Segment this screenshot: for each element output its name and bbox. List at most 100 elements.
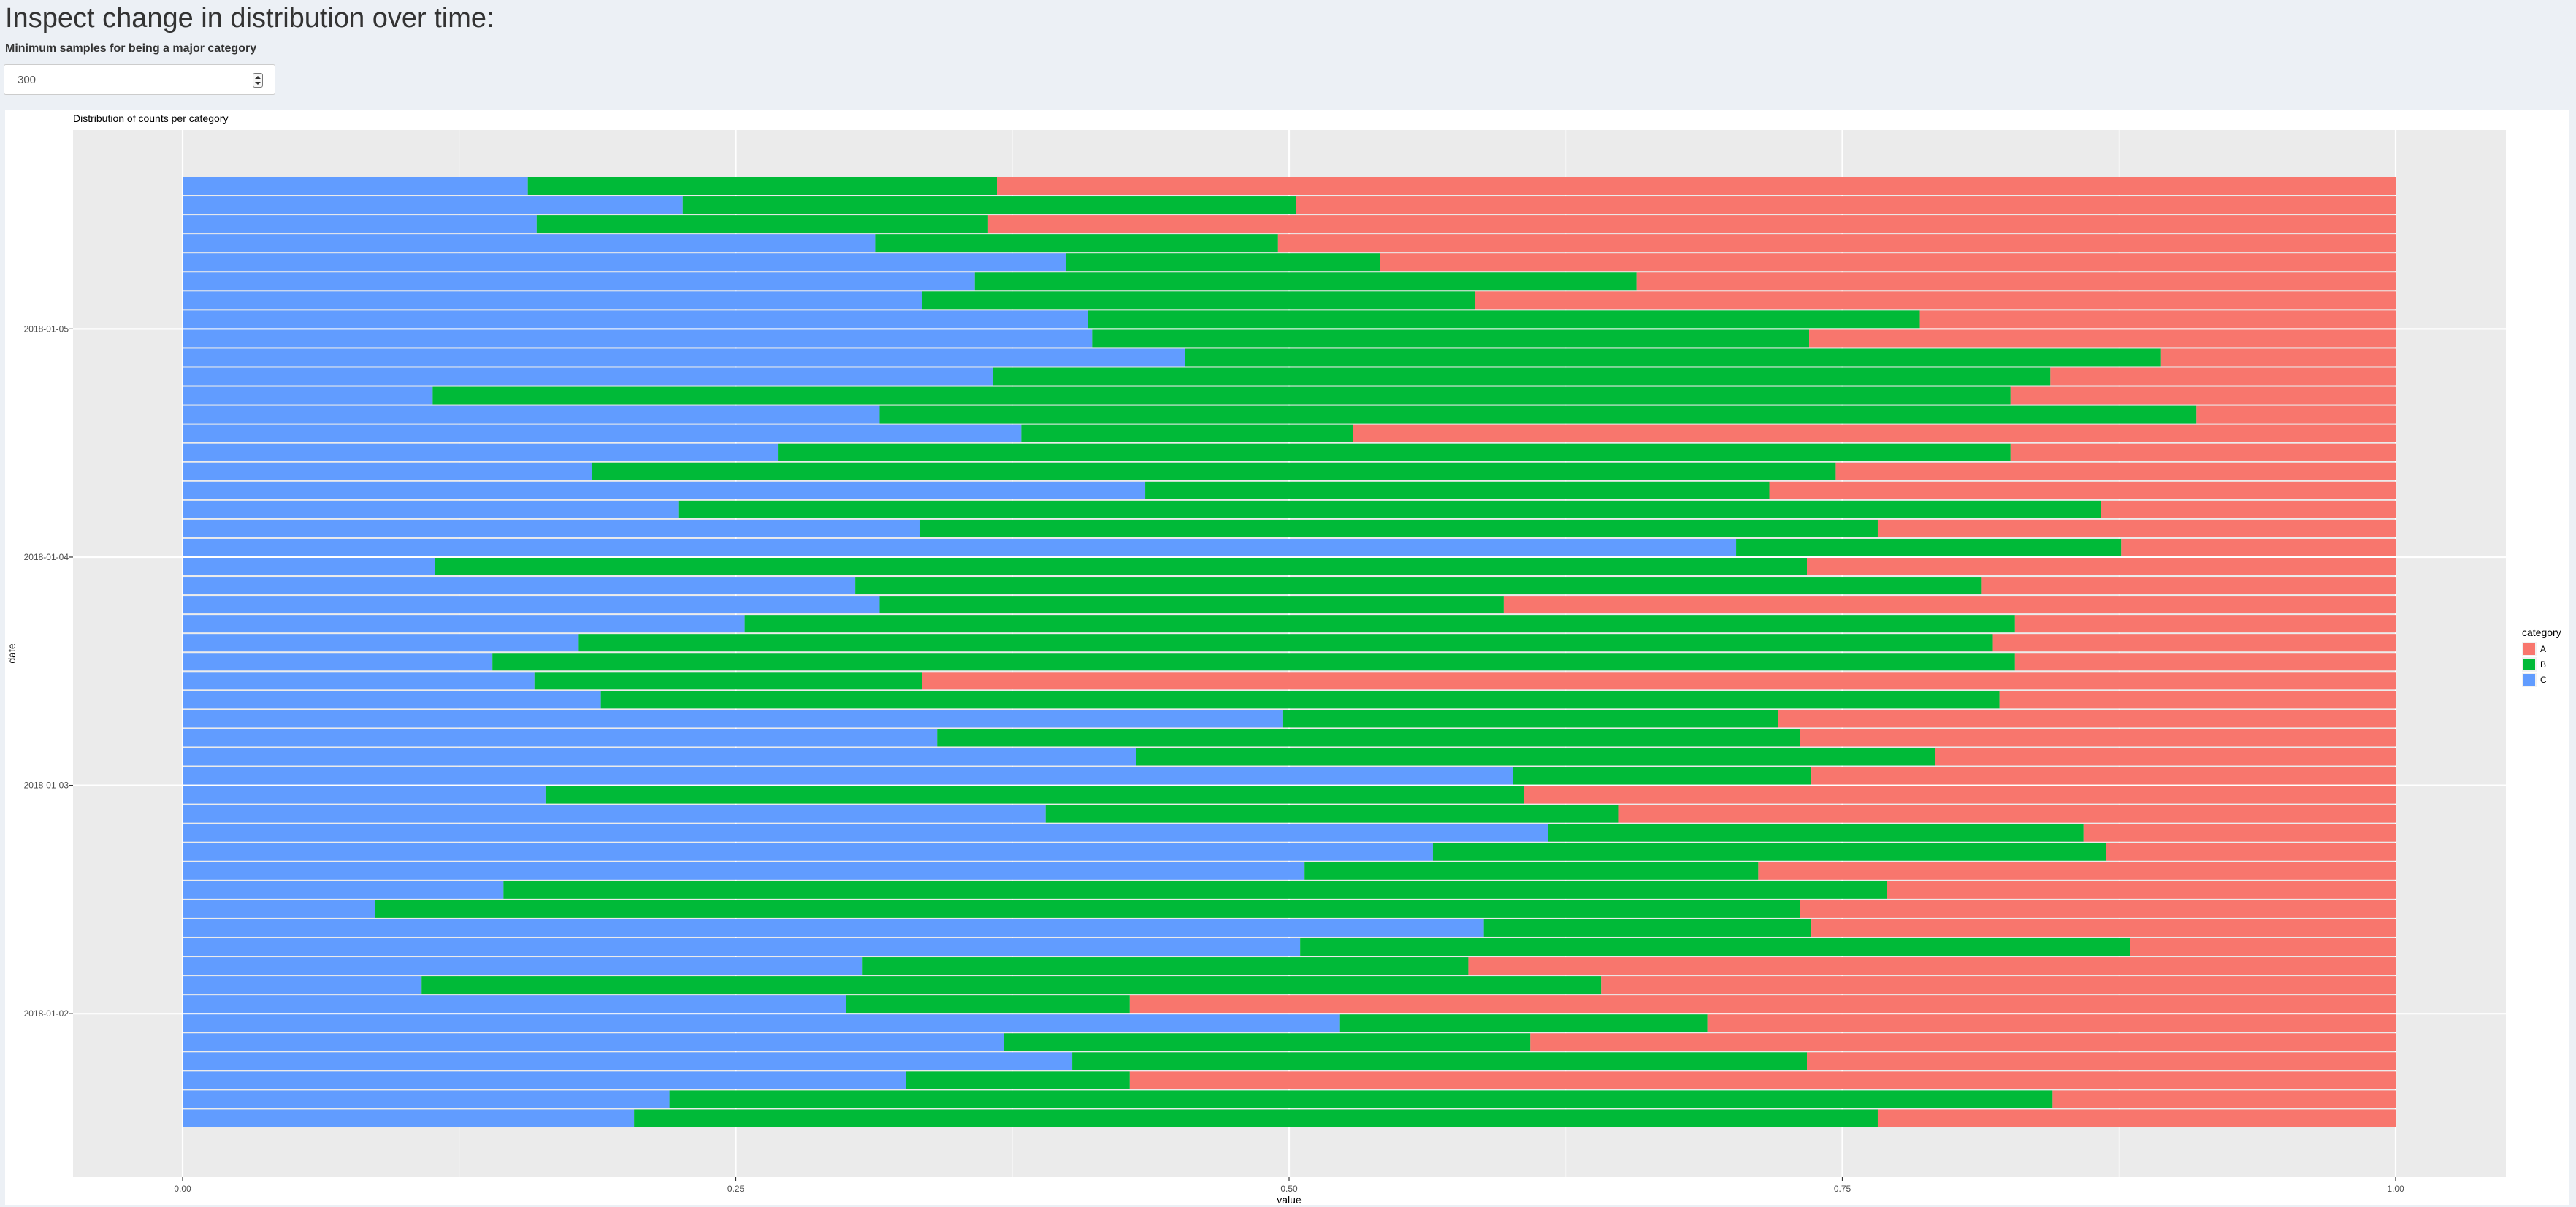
bar-segment-b	[545, 786, 1524, 804]
bar-segment-c	[183, 691, 601, 709]
bar-segment-a	[2106, 843, 2396, 861]
bar-segment-a	[1758, 862, 2396, 880]
bar-segment-c	[183, 405, 880, 424]
y-tick-label: 2018-01-03	[24, 781, 69, 791]
bar-segment-a	[1809, 329, 2396, 348]
bar-segment-c	[183, 196, 683, 215]
bar-segment-b	[1088, 310, 1920, 329]
bar-segment-a	[2196, 405, 2396, 424]
bar-segment-c	[183, 386, 433, 405]
bar-segment-b	[1072, 1052, 1808, 1070]
bar-segment-c	[183, 634, 579, 652]
bar-segment-b	[919, 519, 1878, 537]
bar-segment-c	[183, 710, 1283, 728]
min-samples-input[interactable]: 300	[4, 64, 275, 95]
bar-segment-a	[1887, 881, 2396, 899]
bar-segment-c	[183, 995, 846, 1014]
page-title: Inspect change in distribution over time…	[5, 3, 494, 34]
bar-segment-a	[1707, 1014, 2396, 1032]
bar-segment-a	[1503, 596, 2396, 614]
bar-segment-c	[183, 615, 745, 633]
y-tick-label: 2018-01-04	[24, 552, 69, 562]
bar-segment-b	[1282, 710, 1778, 728]
x-axis-label: value	[1277, 1194, 1302, 1205]
bar-segment-a	[1601, 976, 2396, 995]
bar-segment-a	[1935, 748, 2396, 766]
bar-segment-c	[183, 558, 435, 575]
plot-panel: Distribution of counts per category 0.00 0…	[5, 110, 2569, 1205]
bar-segment-b	[634, 1109, 1878, 1127]
bar-segment-b	[592, 462, 1836, 480]
bar-segment-c	[183, 653, 493, 671]
bar-segment-a	[922, 672, 2396, 690]
x-tick-label: 0.00	[174, 1184, 191, 1194]
x-tick-label: 0.25	[727, 1184, 745, 1194]
bar-segment-b	[879, 405, 2197, 424]
bar-segment-a	[1778, 710, 2396, 728]
bar-segment-c	[183, 443, 779, 461]
bar-segment-a	[1380, 253, 2396, 272]
bar-segment-a	[1129, 995, 2396, 1014]
bar-segment-a	[997, 177, 2396, 195]
bar-segment-a	[2050, 367, 2396, 386]
bar-segment-c	[183, 1109, 635, 1127]
bar-segment-b	[432, 386, 2011, 405]
bar-segment-c	[183, 538, 1737, 556]
bar-segment-b	[906, 1071, 1130, 1089]
bar-segment-c	[183, 329, 1093, 348]
bar-segment-b	[536, 215, 988, 234]
spinner-icon[interactable]	[253, 73, 263, 88]
bar-segment-a	[2130, 938, 2396, 956]
bar-segment-b	[421, 976, 1602, 995]
bar-segment-b	[846, 995, 1130, 1014]
bar-segment-a	[1807, 1052, 2396, 1070]
bar-segment-c	[183, 919, 1484, 937]
bar-segment-a	[1296, 196, 2396, 215]
bar-segment-a	[1877, 1109, 2396, 1127]
bar-segment-c	[183, 596, 880, 614]
bar-segment-a	[2010, 386, 2396, 405]
bar-segment-c	[183, 462, 592, 480]
bar-segment-c	[183, 1090, 670, 1108]
bar-segment-c	[183, 786, 546, 804]
bar-segment-a	[2010, 443, 2396, 461]
bar-segment-a	[2121, 538, 2396, 556]
bar-segment-b	[1004, 1033, 1531, 1051]
bar-segment-a	[1636, 272, 2396, 291]
bar-segment-b	[492, 653, 2015, 671]
bar-segment-b	[682, 196, 1296, 215]
bar-segment-c	[183, 1014, 1340, 1032]
x-tick-label: 0.50	[1280, 1184, 1298, 1194]
bar-segment-a	[1981, 577, 2396, 595]
bar-segment-b	[992, 367, 2051, 386]
bar-segment-a	[1524, 786, 2396, 804]
bar-segment-a	[987, 215, 2396, 234]
bar-segment-c	[183, 767, 1513, 785]
bar-segment-b	[578, 634, 1993, 652]
bar-segment-a	[1530, 1033, 2396, 1051]
bar-segment-a	[1353, 424, 2396, 442]
bar-segment-a	[2052, 1090, 2396, 1108]
min-samples-value: 300	[18, 74, 37, 86]
bar-segment-b	[1513, 767, 1812, 785]
bar-segment-a	[1811, 919, 2396, 937]
bar-segment-b	[669, 1090, 2053, 1108]
bar-segment-c	[183, 843, 1433, 861]
bar-segment-c	[183, 957, 863, 976]
bar-segment-c	[183, 177, 528, 195]
bar-segment-c	[183, 291, 922, 310]
bar-segment-c	[183, 253, 1066, 272]
min-samples-label: Minimum samples for being a major catego…	[5, 42, 257, 55]
bar-segment-a	[1877, 519, 2396, 537]
bar-segment-b	[1483, 919, 1812, 937]
bar-segment-c	[183, 900, 375, 918]
x-tick-label: 1.00	[2387, 1184, 2404, 1194]
bar-segment-b	[375, 900, 1800, 918]
bar-segment-c	[183, 938, 1301, 956]
bar-segment-c	[183, 215, 537, 234]
bar-segment-c	[183, 748, 1136, 766]
bar-segment-b	[1136, 748, 1935, 766]
bar-segment-a	[1800, 900, 2396, 918]
y-tick-label: 2018-01-02	[24, 1008, 69, 1019]
bar-segment-a	[1277, 234, 2396, 253]
